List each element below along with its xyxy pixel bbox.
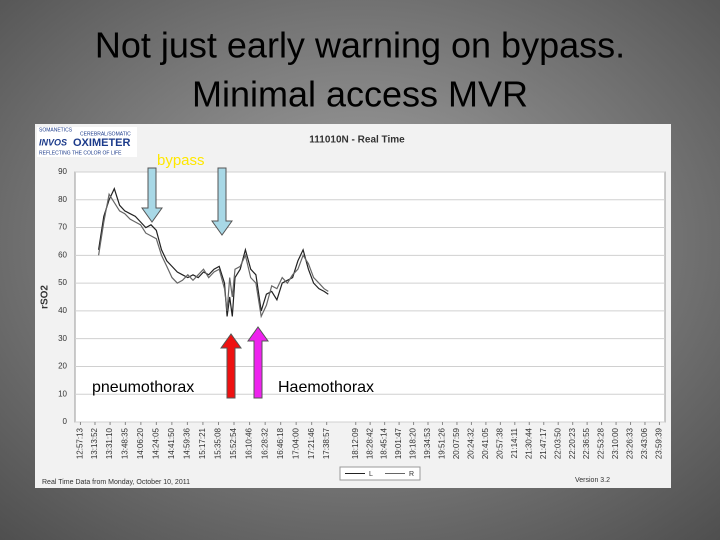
x-tick-label: 23:59:39 (655, 427, 664, 459)
x-tick-label: 13:48:35 (120, 427, 129, 459)
logo-text: SOMANETICS (39, 127, 73, 133)
logo (37, 127, 137, 157)
x-tick-label: 19:51:26 (438, 427, 447, 459)
arrow (247, 326, 269, 399)
arrow (211, 167, 233, 236)
x-tick-label: 22:53:28 (597, 427, 606, 459)
x-tick-label: 19:18:20 (409, 427, 418, 459)
x-tick-label: 20:41:05 (481, 427, 490, 459)
x-tick-label: 15:17:21 (198, 427, 207, 459)
y-tick-label: 60 (58, 250, 67, 259)
x-tick-label: 19:01:47 (394, 427, 403, 459)
x-tick-label: 16:28:32 (260, 427, 269, 459)
logo-text: INVOS (39, 137, 67, 147)
footer: Version 3.2 (575, 477, 610, 484)
x-tick-label: 21:47:17 (539, 427, 548, 459)
logo-text: OXIMETER (73, 137, 131, 149)
series-line (98, 192, 329, 319)
x-tick-label: 14:59:36 (182, 427, 191, 459)
x-tick-label: 14:06:20 (136, 427, 145, 459)
x-tick-label: 22:03:50 (553, 427, 562, 459)
x-tick-label: 17:21:46 (307, 427, 316, 459)
arrow (220, 333, 242, 399)
x-tick-label: 19:34:53 (423, 427, 432, 459)
x-tick-label: 20:07:59 (452, 427, 461, 459)
x-tick-label: 17:04:00 (291, 427, 300, 459)
legend (339, 466, 421, 481)
x-tick-label: 16:46:18 (276, 427, 285, 459)
y-tick-label: 50 (58, 278, 67, 287)
x-tick-label: 21:14:11 (510, 427, 519, 458)
logo-text: REFLECTING THE COLOR OF LIFE (39, 150, 122, 156)
slide-title: Not just early warning on bypass. (95, 25, 625, 66)
plot: 0 10 20 30 40 50 60 70 80 90 12:57:13 13:13:52 13:31… (58, 167, 665, 459)
chart-title: 111010N - Real Time (309, 135, 405, 146)
x-tick-label: 22:36:55 (582, 427, 591, 459)
x-tick-label: 14:41:50 (167, 427, 176, 459)
y-axis-label: rSO2 (40, 285, 51, 309)
x-tick-label: 14:24:05 (151, 427, 160, 459)
x-tick-label: 17:38:57 (322, 427, 331, 459)
x-tick-label: 18:45:14 (380, 427, 389, 459)
x-tick-label: 13:31:10 (105, 427, 114, 459)
legend-label: L (369, 471, 373, 478)
y-tick-label: 40 (58, 306, 67, 315)
x-tick-label: 23:26:33 (626, 427, 635, 459)
annotation: bypass (157, 152, 205, 169)
x-tick-label: 13:13:52 (90, 427, 99, 459)
x-tick-label: 23:10:00 (611, 427, 620, 459)
arrow (141, 167, 163, 223)
x-tick-label: 22:20:23 (568, 427, 577, 459)
legend-label: R (409, 471, 414, 478)
x-tick-label: 18:28:42 (365, 427, 374, 459)
x-tick-label: 12:57:13 (76, 427, 85, 459)
y-tick-label: 80 (58, 195, 67, 204)
x-tick-label: 20:57:38 (495, 427, 504, 459)
x-tick-label: 23:43:06 (640, 427, 649, 459)
x-tick-label: 15:52:54 (229, 427, 238, 459)
y-tick-label: 30 (58, 334, 67, 343)
plot-area (74, 171, 666, 423)
slide-title: Minimal access MVR (192, 74, 528, 115)
logo-text: CEREBRAL/SOMATIC (80, 131, 131, 137)
x-tick-label: 15:35:08 (214, 427, 223, 459)
footer: Real Time Data from Monday, October 10, … (42, 479, 190, 486)
y-tick-label: 10 (58, 389, 67, 398)
x-tick-label: 20:24:32 (467, 427, 476, 459)
x-tick-label: 21:30:44 (524, 427, 533, 459)
annotation: Haemothorax (278, 379, 374, 396)
y-tick-label: 0 (63, 417, 68, 426)
y-tick-label: 90 (58, 167, 67, 176)
y-tick-label: 70 (58, 223, 67, 232)
x-tick-label: 16:10:46 (245, 427, 254, 459)
annotation: pneumothorax (92, 379, 194, 396)
y-tick-label: 20 (58, 362, 67, 371)
x-tick-label: 18:12:09 (351, 427, 360, 459)
